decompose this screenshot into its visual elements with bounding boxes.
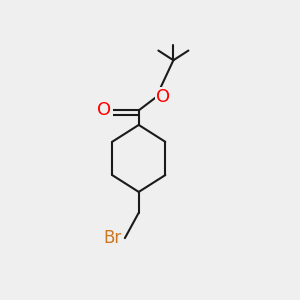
Text: O: O <box>156 88 170 106</box>
Text: O: O <box>97 101 111 119</box>
Text: Br: Br <box>103 229 122 247</box>
